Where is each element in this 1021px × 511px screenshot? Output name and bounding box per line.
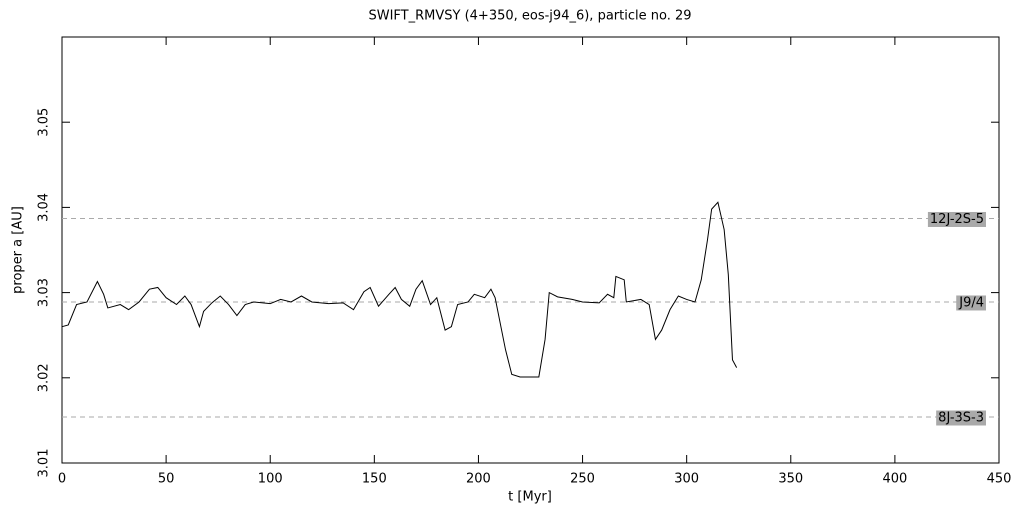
y-tick-label: 3.02 (37, 363, 52, 392)
x-tick-label: 400 (882, 472, 907, 487)
x-tick-label: 0 (58, 472, 66, 487)
plot-frame (61, 36, 1000, 464)
y-axis-label: proper a [AU] (11, 206, 26, 294)
resonance-label: J9/4 (958, 295, 984, 310)
x-tick-label: 150 (362, 472, 387, 487)
data-line (61, 201, 738, 378)
resonance-label: 8J-3S-3 (938, 410, 984, 425)
resonance-label-box (927, 211, 986, 227)
y-tick-label: 3.05 (37, 108, 52, 137)
x-tick-label: 450 (987, 472, 1012, 487)
x-tick-label: 300 (674, 472, 699, 487)
x-tick-label: 200 (466, 472, 491, 487)
x-axis-label: t [Myr] (508, 490, 552, 505)
x-tick-label: 100 (258, 472, 283, 487)
x-tick-label: 50 (158, 472, 175, 487)
x-tick-label: 350 (778, 472, 803, 487)
x-tick-label: 250 (570, 472, 595, 487)
chart-title: SWIFT_RMVSY (4+350, eos-j94_6), particle… (368, 9, 691, 24)
resonance-label: 12J-2S-5 (930, 212, 984, 227)
y-tick-label: 3.04 (37, 193, 52, 222)
resonance-label-box (936, 410, 986, 426)
resonance-label-box (956, 295, 986, 311)
y-tick-label: 3.03 (37, 278, 52, 307)
y-tick-label: 3.01 (37, 449, 52, 478)
